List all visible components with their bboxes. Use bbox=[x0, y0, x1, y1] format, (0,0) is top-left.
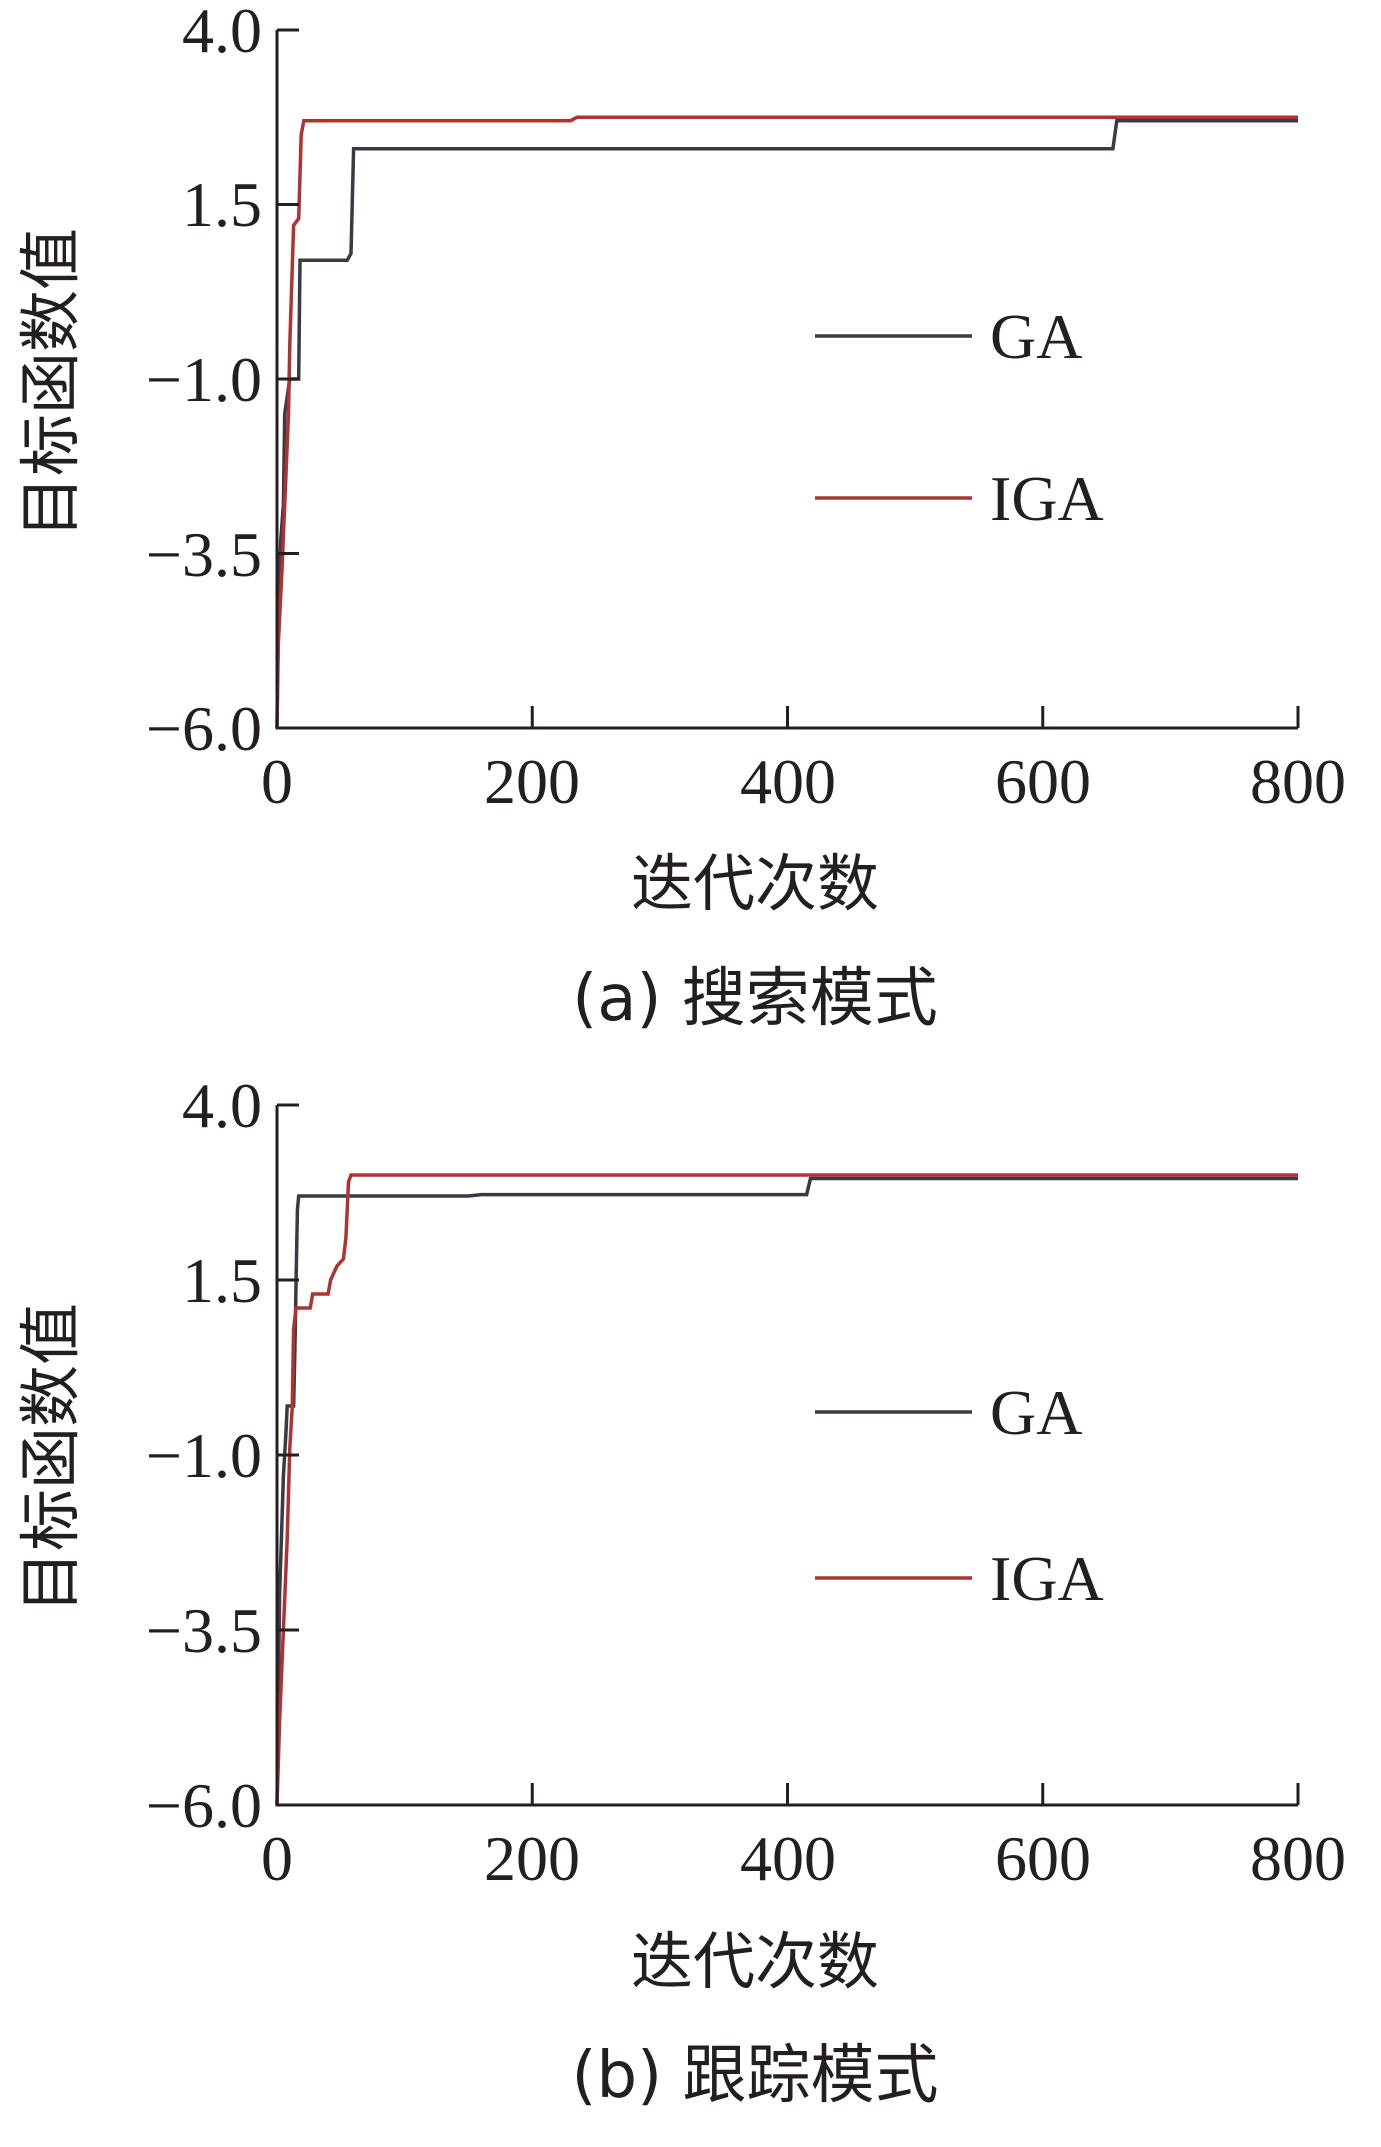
chart-a-ytick-label: −3.5 bbox=[146, 519, 262, 590]
chart-b-series bbox=[275, 1173, 1298, 1806]
chart-a-ytick-label: −1.0 bbox=[146, 344, 262, 415]
chart-b-series-iga bbox=[275, 1173, 1298, 1806]
chart-b-series-ga bbox=[275, 1176, 1298, 1806]
chart-a-xlabel: 迭代次数 bbox=[631, 847, 879, 920]
chart-a-xtick-label: 800 bbox=[1250, 746, 1346, 817]
chart-b-xtick-label: 600 bbox=[995, 1823, 1091, 1894]
chart-a-series-ga bbox=[275, 118, 1298, 729]
chart-a-ticks bbox=[275, 28, 1300, 730]
chart-b-xtick-label: 800 bbox=[1250, 1823, 1346, 1894]
chart-b-ticks bbox=[275, 1103, 1300, 1807]
chart-b-legend-label-ga: GA bbox=[990, 1377, 1082, 1448]
chart-b-ytick-label: −1.0 bbox=[146, 1420, 262, 1491]
chart-b-ylabel: 目标函数值 bbox=[14, 1303, 87, 1613]
chart-a-xtick-label: 600 bbox=[995, 746, 1091, 817]
chart-a-caption: (a) 搜索模式 bbox=[572, 962, 938, 1036]
chart-b-ytick-label: −6.0 bbox=[146, 1770, 262, 1841]
chart-a-xtick-label: 0 bbox=[261, 746, 293, 817]
chart-a-ytick-label: 1.5 bbox=[182, 169, 262, 240]
chart-a: 4.0 1.5 −1.0 −3.5 −6.0 0 200 400 600 800… bbox=[14, 0, 1346, 1036]
chart-a-ytick-label: 4.0 bbox=[182, 0, 262, 66]
chart-b-xlabel: 迭代次数 bbox=[631, 1925, 879, 1998]
chart-a-series bbox=[275, 115, 1298, 729]
chart-a-ylabel: 目标函数值 bbox=[14, 228, 87, 538]
chart-a-xtick-label: 200 bbox=[484, 746, 580, 817]
chart-a-series-iga bbox=[275, 115, 1298, 729]
chart-a-xtick-label: 400 bbox=[740, 746, 836, 817]
chart-b-xtick-label: 400 bbox=[740, 1823, 836, 1894]
chart-a-ytick-label: −6.0 bbox=[146, 693, 262, 764]
chart-b-ytick-label: 4.0 bbox=[182, 1070, 262, 1141]
chart-a-axes bbox=[275, 30, 1298, 730]
chart-a-legend-label-ga: GA bbox=[990, 301, 1082, 372]
chart-a-legend-label-iga: IGA bbox=[990, 463, 1104, 534]
chart-b-ytick-label: 1.5 bbox=[182, 1245, 262, 1316]
chart-b-xtick-label: 0 bbox=[261, 1823, 293, 1894]
chart-b-axes bbox=[275, 1105, 1298, 1807]
chart-b-ytick-label: −3.5 bbox=[146, 1595, 262, 1666]
chart-b-xtick-label: 200 bbox=[484, 1823, 580, 1894]
chart-b-caption: (b) 跟踪模式 bbox=[572, 2039, 939, 2113]
chart-b: 4.0 1.5 −1.0 −3.5 −6.0 0 200 400 600 800… bbox=[14, 1070, 1346, 2113]
chart-b-legend-label-iga: IGA bbox=[990, 1543, 1104, 1614]
